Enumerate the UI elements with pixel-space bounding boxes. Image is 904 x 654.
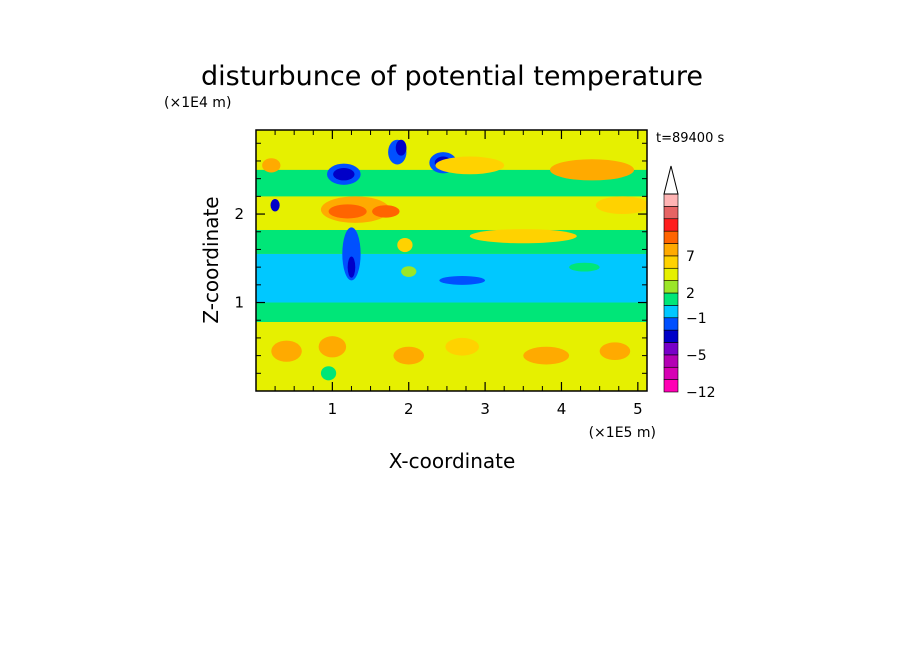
colorbar-level-2 [663,354,679,368]
contour-feature-13 [595,196,647,215]
contour-feature-8 [372,205,400,218]
contour-feature-19 [445,337,479,356]
y-axis-label: Z-coordinate [199,196,223,323]
contour-feature-21 [599,342,631,361]
colorbar-level-12 [663,230,679,244]
colorbar-level-9 [663,267,679,281]
contour-band-4 [256,196,647,230]
colorbar-label-1: −5 [686,348,707,364]
colorbar-level-3 [663,342,679,356]
contour-feature-17 [318,336,347,358]
contour-feature-11 [435,156,505,175]
colorbar: −12−5−127 [663,165,716,401]
colorbar-level-10 [663,255,679,269]
contour-feature-16 [271,340,302,362]
colorbar-extend-arrow [663,165,679,195]
colorbar-label-0: −12 [686,385,716,401]
colorbar-level-13 [663,218,679,232]
contour-feature-15 [262,158,281,173]
y-tick-label-1: 2 [234,205,244,223]
contour-band-1 [256,302,647,322]
contour-feature-1 [333,168,355,181]
contour-feature-25 [469,229,577,244]
colorbar-level-4 [663,329,679,343]
plot-area [256,130,647,391]
x-unit-label: (×1E5 m) [589,425,656,441]
y-tick-label-0: 1 [234,294,244,312]
colorbar-level-7 [663,292,679,306]
x-axis-label: X-coordinate [389,449,516,473]
contour-feature-3 [395,139,407,156]
colorbar-level-11 [663,243,679,257]
contour-feature-26 [397,237,413,253]
time-label: t=89400 s [656,131,724,146]
contour-feature-14 [270,199,280,212]
contour-band-0 [256,321,647,391]
colorbar-label-4: 7 [686,249,695,265]
y-axis: 12 [234,142,647,374]
chart-title: disturbunce of potential temperature [201,61,703,92]
contour-feature-24 [569,262,600,272]
colorbar-label-2: −1 [686,311,707,327]
x-tick-label-3: 4 [557,400,567,418]
x-tick-label-4: 5 [633,400,643,418]
contour-feature-23 [439,275,486,285]
x-tick-label-0: 1 [328,400,338,418]
colorbar-level-1 [663,366,679,380]
x-tick-label-1: 2 [404,400,414,418]
colorbar-label-3: 2 [686,286,695,302]
colorbar-level-0 [663,379,679,393]
y-unit-label: (×1E4 m) [164,95,231,111]
colorbar-level-15 [663,193,679,207]
contour-band-3 [256,229,647,254]
contour-feature-22 [320,366,337,381]
x-tick-label-2: 3 [480,400,490,418]
colorbar-level-5 [663,317,679,331]
contour-feature-9 [342,227,361,281]
x-axis: 1 2 3 4 5 [274,130,643,418]
contour-features [262,139,647,381]
colorbar-level-14 [663,206,679,220]
contour-feature-27 [401,266,417,277]
colorbar-level-6 [663,305,679,319]
contour-feature-7 [328,204,367,219]
contour-feature-12 [550,159,635,181]
contour-feature-20 [523,346,570,365]
plot-frame [255,129,648,392]
contour-feature-18 [393,346,425,365]
contour-feature-10 [347,256,356,278]
colorbar-level-8 [663,280,679,294]
